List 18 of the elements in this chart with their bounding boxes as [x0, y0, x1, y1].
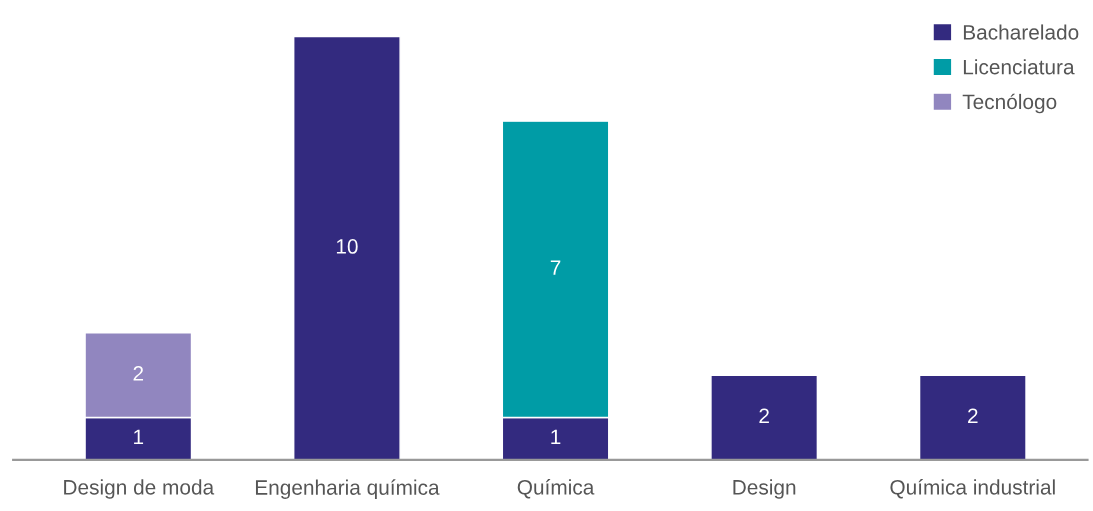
data-label: 7: [550, 260, 561, 275]
legend-label: Bacharelado: [963, 24, 1079, 40]
bar: [293, 35, 401, 460]
data-label: 1: [134, 429, 144, 445]
data-label: 2: [133, 366, 144, 381]
data-label: 10: [336, 239, 358, 254]
x-tick-label: Design de moda: [64, 479, 215, 499]
x-tick-label: Design: [733, 479, 796, 499]
data-label: 1: [551, 429, 561, 445]
x-tick-label: Química industrial: [890, 479, 1055, 499]
legend-label: Tecnólogo: [962, 93, 1057, 114]
x-tick-label: Engenharia química: [255, 479, 440, 500]
bar: [710, 374, 819, 460]
x-tick-label: Química: [517, 479, 595, 499]
bar: [918, 374, 1027, 460]
data-label: 2: [968, 408, 978, 423]
legend-label: Licenciatura: [963, 59, 1075, 75]
data-label: 2: [759, 408, 769, 423]
